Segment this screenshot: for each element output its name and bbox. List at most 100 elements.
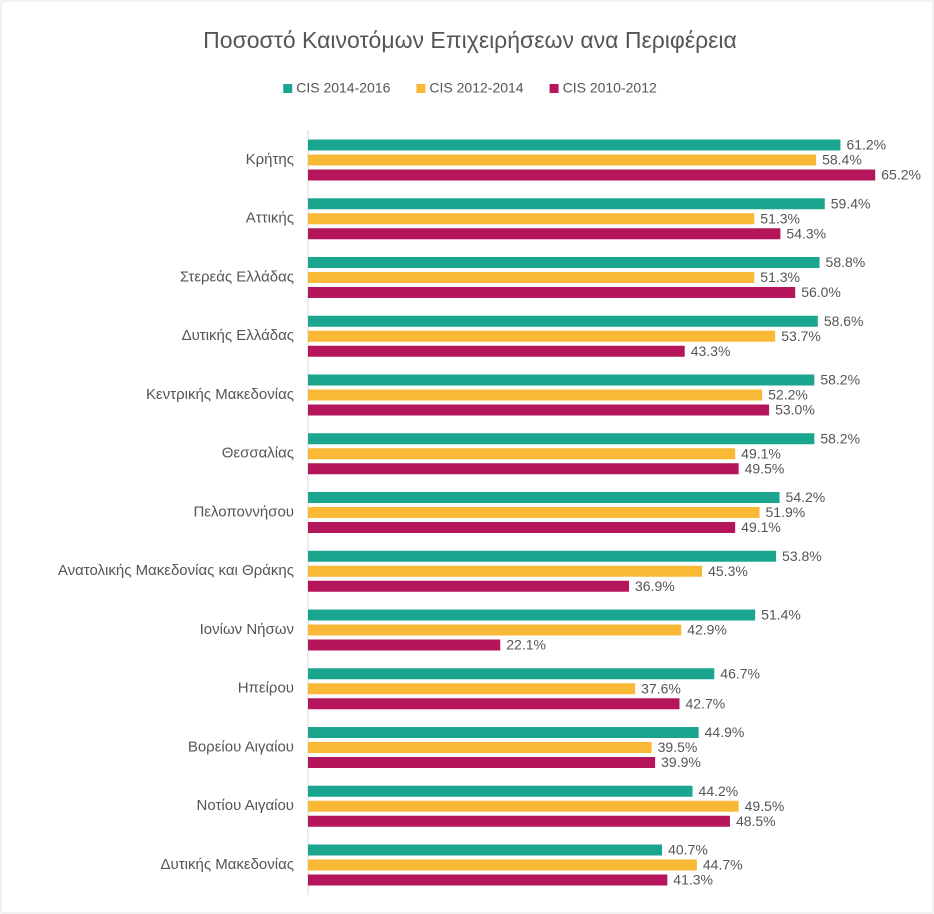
- bar: [308, 213, 755, 225]
- category-label: Πελοποννήσου: [193, 503, 294, 520]
- category-label: Κρήτης: [246, 151, 294, 168]
- value-label: 49.5%: [745, 460, 785, 476]
- bar: [308, 698, 680, 710]
- bar: [308, 404, 770, 416]
- bar: [308, 139, 841, 151]
- legend-label: CIS 2014-2016: [296, 80, 390, 96]
- value-label: 58.4%: [822, 152, 862, 168]
- bar: [308, 639, 501, 651]
- bar: [308, 257, 820, 268]
- bar: [308, 742, 652, 753]
- value-label: 42.7%: [685, 695, 725, 711]
- bar: [308, 757, 656, 768]
- value-label: 41.3%: [673, 872, 713, 888]
- value-label: 51.3%: [760, 210, 800, 226]
- value-label: 22.1%: [506, 637, 546, 653]
- bar: [308, 448, 736, 460]
- bar: [308, 169, 876, 181]
- bar: [308, 154, 817, 166]
- value-label: 65.2%: [881, 167, 921, 183]
- value-label: 39.9%: [661, 754, 701, 770]
- value-label: 53.8%: [782, 548, 822, 564]
- category-label: Θεσσαλίας: [222, 445, 294, 462]
- bar: [308, 859, 697, 871]
- bar: [308, 844, 663, 856]
- bar: [308, 433, 815, 445]
- bar: [308, 668, 715, 680]
- legend-label: CIS 2010-2012: [563, 80, 657, 96]
- bar: [308, 228, 781, 240]
- category-label: Στερεάς Ελλάδας: [180, 268, 294, 285]
- category-label: Ιονίων Νήσων: [200, 621, 294, 638]
- bar: [308, 609, 756, 621]
- category-label: Δυτικής Μακεδονίας: [161, 856, 295, 873]
- category-label: Αττικής: [246, 210, 294, 227]
- value-label: 39.5%: [658, 739, 698, 755]
- bar: [308, 287, 796, 298]
- bar: [308, 580, 630, 592]
- value-label: 58.6%: [824, 313, 864, 329]
- bar: [308, 874, 668, 886]
- value-label: 49.1%: [741, 519, 781, 535]
- category-label: Βορείου Αιγαίου: [188, 738, 294, 755]
- category-label: Νοτίου Αιγαίου: [197, 797, 295, 814]
- value-label: 42.9%: [687, 622, 727, 638]
- bar: [308, 522, 736, 533]
- bar: [308, 374, 815, 386]
- value-label: 43.3%: [691, 343, 731, 359]
- value-label: 59.4%: [831, 195, 871, 211]
- value-label: 53.0%: [775, 402, 815, 418]
- value-label: 44.9%: [705, 724, 745, 740]
- bar: [308, 550, 777, 562]
- bar: [308, 785, 693, 797]
- bar: [308, 683, 636, 695]
- value-label: 54.3%: [786, 225, 826, 241]
- category-label: Δυτικής Ελλάδας: [182, 327, 294, 344]
- value-label: 58.2%: [820, 430, 860, 446]
- chart-title: Ποσοστό Καινοτόμων Επιχειρήσεων ανα Περι…: [203, 27, 737, 53]
- value-label: 44.7%: [703, 857, 743, 873]
- value-label: 36.9%: [635, 578, 675, 594]
- value-label: 61.2%: [846, 137, 886, 153]
- value-label: 44.2%: [699, 783, 739, 799]
- bar: [308, 330, 776, 342]
- value-label: 46.7%: [720, 665, 760, 681]
- bar: [308, 492, 780, 503]
- value-label: 37.6%: [641, 680, 681, 696]
- value-label: 58.2%: [820, 372, 860, 388]
- bar: [308, 565, 703, 577]
- value-label: 51.9%: [766, 504, 806, 520]
- category-label: Ανατολικής Μακεδονίας και Θράκης: [58, 562, 294, 579]
- legend-marker: [416, 84, 426, 93]
- value-label: 51.3%: [760, 269, 800, 285]
- bar: [308, 800, 739, 812]
- value-label: 58.8%: [826, 254, 866, 270]
- bar: [308, 315, 818, 327]
- value-label: 54.2%: [786, 489, 826, 505]
- bar: [308, 345, 685, 357]
- bar: [308, 507, 760, 518]
- bar: [308, 389, 763, 401]
- category-label: Κεντρικής Μακεδονίας: [146, 386, 294, 403]
- value-label: 49.5%: [745, 798, 785, 814]
- bar: [308, 624, 682, 636]
- category-label: Ηπείρου: [238, 680, 294, 697]
- bar: [308, 272, 755, 283]
- bar: [308, 727, 699, 738]
- bar: [308, 815, 730, 827]
- bar: [308, 198, 825, 210]
- value-label: 51.4%: [761, 607, 801, 623]
- value-label: 53.7%: [781, 328, 821, 344]
- legend-label: CIS 2012-2014: [429, 80, 523, 96]
- value-label: 45.3%: [708, 563, 748, 579]
- value-label: 40.7%: [668, 842, 708, 858]
- value-label: 48.5%: [736, 813, 776, 829]
- value-label: 49.1%: [741, 445, 781, 461]
- value-label: 52.2%: [768, 387, 808, 403]
- legend-marker: [283, 84, 293, 93]
- value-label: 56.0%: [801, 284, 841, 300]
- bar: [308, 463, 739, 475]
- legend-marker: [549, 84, 559, 93]
